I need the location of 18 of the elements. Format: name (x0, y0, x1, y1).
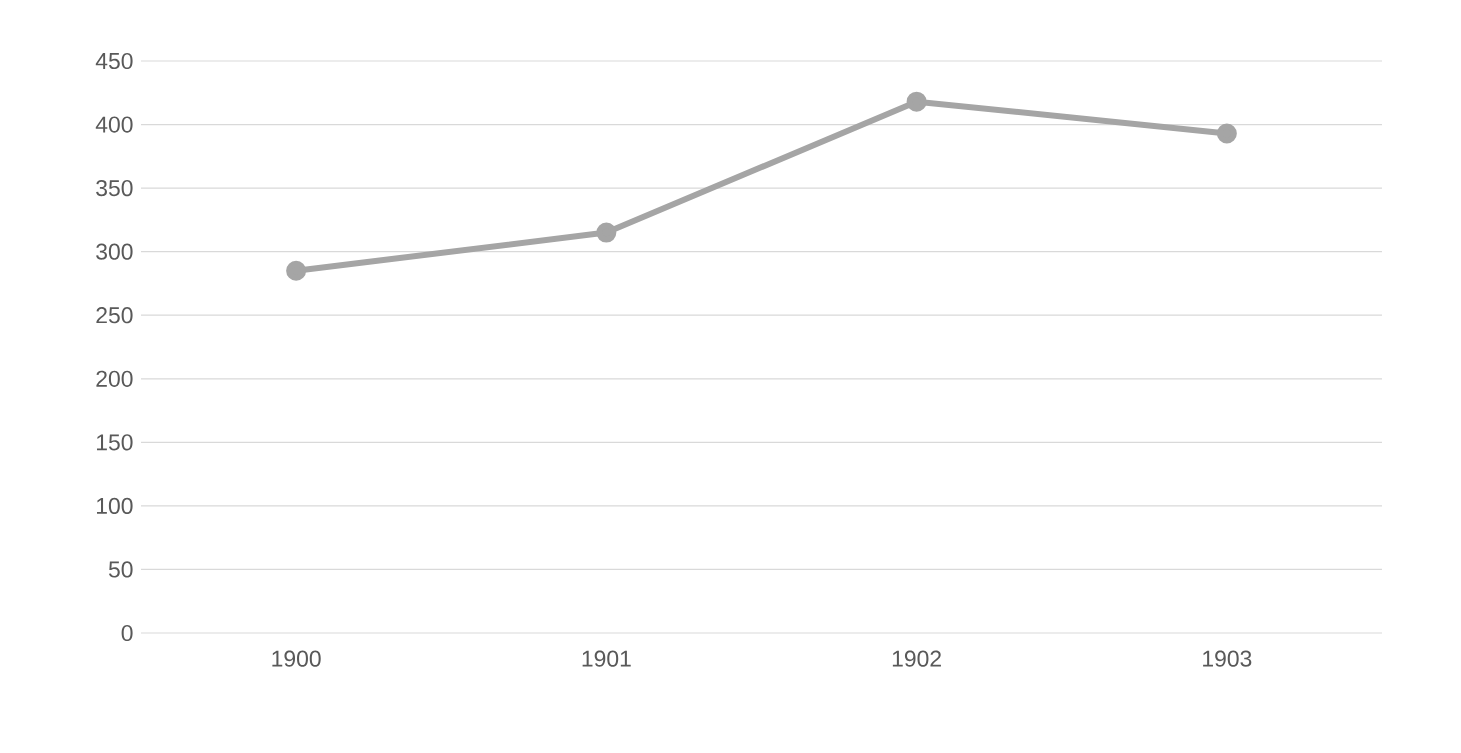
point (286, 260, 307, 281)
y-tick-label: 150 (97, 434, 133, 451)
y-tick-label: 50 (108, 561, 133, 578)
y-tick-label: 200 (96, 370, 133, 387)
x-tick-label: 1900 (272, 650, 321, 667)
x-tick-label: 1903 (1203, 650, 1252, 667)
y-tick-label: 300 (96, 243, 133, 260)
x-tick-label: 1901 (582, 650, 631, 667)
point (906, 91, 927, 112)
y-tick-label: 450 (95, 52, 133, 70)
y-tick-label: 0 (121, 624, 133, 642)
point (1216, 123, 1237, 144)
x-tick-label: 1902 (892, 650, 941, 667)
y-tick-label: 250 (96, 307, 133, 324)
y-tick-label: 400 (95, 116, 133, 133)
point (596, 222, 617, 243)
y-tick-label: 100 (97, 497, 133, 514)
y-tick-label: 350 (96, 180, 133, 197)
